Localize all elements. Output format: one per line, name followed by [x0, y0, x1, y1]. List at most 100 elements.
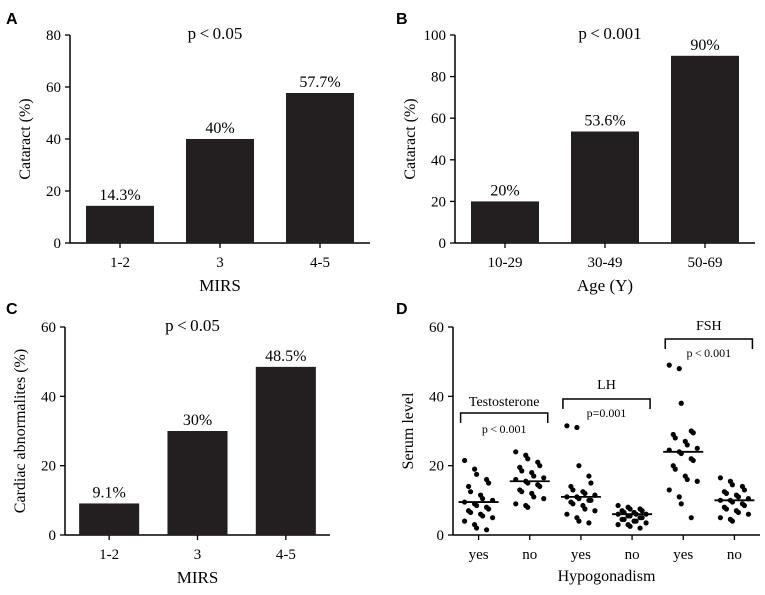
- data-point: [643, 520, 649, 526]
- significance-bracket: [664, 338, 754, 349]
- y-tick-label: 60: [41, 320, 56, 336]
- data-point: [717, 475, 724, 481]
- x-tick-label: 30-49: [588, 255, 623, 271]
- data-point: [627, 523, 633, 529]
- data-point: [676, 366, 682, 372]
- data-point: [694, 478, 700, 484]
- y-tick-label: 0: [49, 528, 57, 544]
- data-point: [637, 525, 643, 531]
- data-point: [588, 497, 594, 503]
- data-point: [627, 506, 633, 512]
- data-point: [513, 501, 519, 507]
- data-label: 53.6%: [584, 113, 625, 130]
- x-tick-label: 4-5: [276, 547, 296, 563]
- x-tick-label: 50-69: [688, 255, 723, 271]
- y-tick-label: 20: [46, 184, 61, 200]
- p-value-annotation: p < 0.05: [188, 24, 243, 43]
- data-point: [690, 430, 696, 436]
- x-tick-label: no: [727, 547, 742, 563]
- x-tick-label: no: [625, 547, 640, 563]
- data-point: [570, 501, 576, 507]
- data-point: [633, 518, 639, 524]
- data-point: [586, 473, 592, 479]
- data-point: [531, 473, 537, 479]
- data-point: [519, 489, 525, 495]
- y-tick-label: 100: [424, 28, 447, 44]
- data-point: [741, 487, 748, 493]
- bar: [571, 131, 639, 243]
- y-tick-label: 0: [439, 236, 447, 252]
- x-axis-label: MIRS: [199, 276, 241, 295]
- data-point: [672, 466, 678, 472]
- data-point: [678, 501, 684, 507]
- y-tick-label: 0: [437, 528, 445, 544]
- data-point: [525, 456, 531, 462]
- data-label: 20%: [490, 182, 519, 199]
- x-tick-label: yes: [469, 547, 489, 563]
- data-point: [541, 496, 547, 502]
- data-point: [621, 516, 627, 523]
- bar: [286, 92, 354, 243]
- data-point: [471, 466, 478, 472]
- data-point: [678, 400, 684, 406]
- x-axis-label: Age (Y): [577, 276, 633, 295]
- data-point: [541, 475, 547, 481]
- data-point: [570, 487, 576, 493]
- data-point: [537, 463, 543, 469]
- y-tick-label: 40: [431, 153, 446, 169]
- data-point: [531, 494, 537, 500]
- y-tick-label: 40: [429, 389, 444, 405]
- data-label: 40%: [205, 120, 234, 137]
- x-tick-label: 3: [216, 255, 224, 271]
- data-point: [639, 508, 645, 514]
- y-tick-label: 20: [429, 459, 444, 475]
- panel-letter-d: D: [396, 301, 408, 318]
- data-point: [694, 445, 700, 451]
- data-label: 14.3%: [99, 187, 140, 204]
- data-point: [582, 490, 588, 496]
- bar: [471, 201, 539, 243]
- p-value-annotation: p < 0.001: [578, 24, 641, 43]
- y-axis-label: Cataract (%): [17, 98, 34, 179]
- bracket-label: LH: [597, 378, 616, 393]
- data-point: [574, 424, 580, 431]
- x-tick-label: yes: [673, 547, 693, 563]
- data-point: [473, 471, 480, 477]
- panel-letter-b: B: [396, 11, 408, 28]
- data-point: [525, 504, 531, 510]
- data-point: [485, 506, 492, 512]
- significance-bracket: [562, 398, 651, 409]
- data-point: [666, 487, 672, 493]
- data-point: [666, 362, 672, 368]
- data-point: [745, 511, 752, 517]
- data-point: [586, 520, 592, 526]
- data-point: [564, 511, 570, 517]
- data-point: [582, 506, 588, 512]
- data-point: [537, 483, 543, 490]
- x-tick-label: 3: [194, 547, 202, 563]
- bar: [671, 55, 739, 243]
- data-point: [723, 506, 730, 512]
- y-tick-label: 0: [54, 236, 62, 252]
- data-point: [465, 483, 472, 490]
- data-point: [690, 457, 696, 464]
- data-point: [479, 513, 486, 519]
- y-tick-label: 80: [46, 28, 61, 44]
- bar: [86, 205, 154, 243]
- y-axis-label: Serum level: [400, 392, 417, 469]
- data-point: [615, 522, 621, 528]
- y-tick-label: 80: [431, 70, 446, 86]
- significance-bracket: [459, 412, 549, 423]
- data-point: [741, 502, 748, 509]
- p-value-annotation: p < 0.05: [165, 316, 220, 335]
- x-axis-label: Hypogonadism: [558, 568, 656, 585]
- y-tick-label: 60: [431, 111, 446, 127]
- bracket-p-value: p < 0.001: [687, 346, 732, 360]
- data-point: [461, 457, 468, 464]
- bracket-label: Testosterone: [469, 395, 540, 410]
- data-point: [519, 468, 525, 474]
- data-point: [735, 509, 742, 516]
- data-point: [467, 509, 474, 516]
- data-point: [735, 494, 742, 500]
